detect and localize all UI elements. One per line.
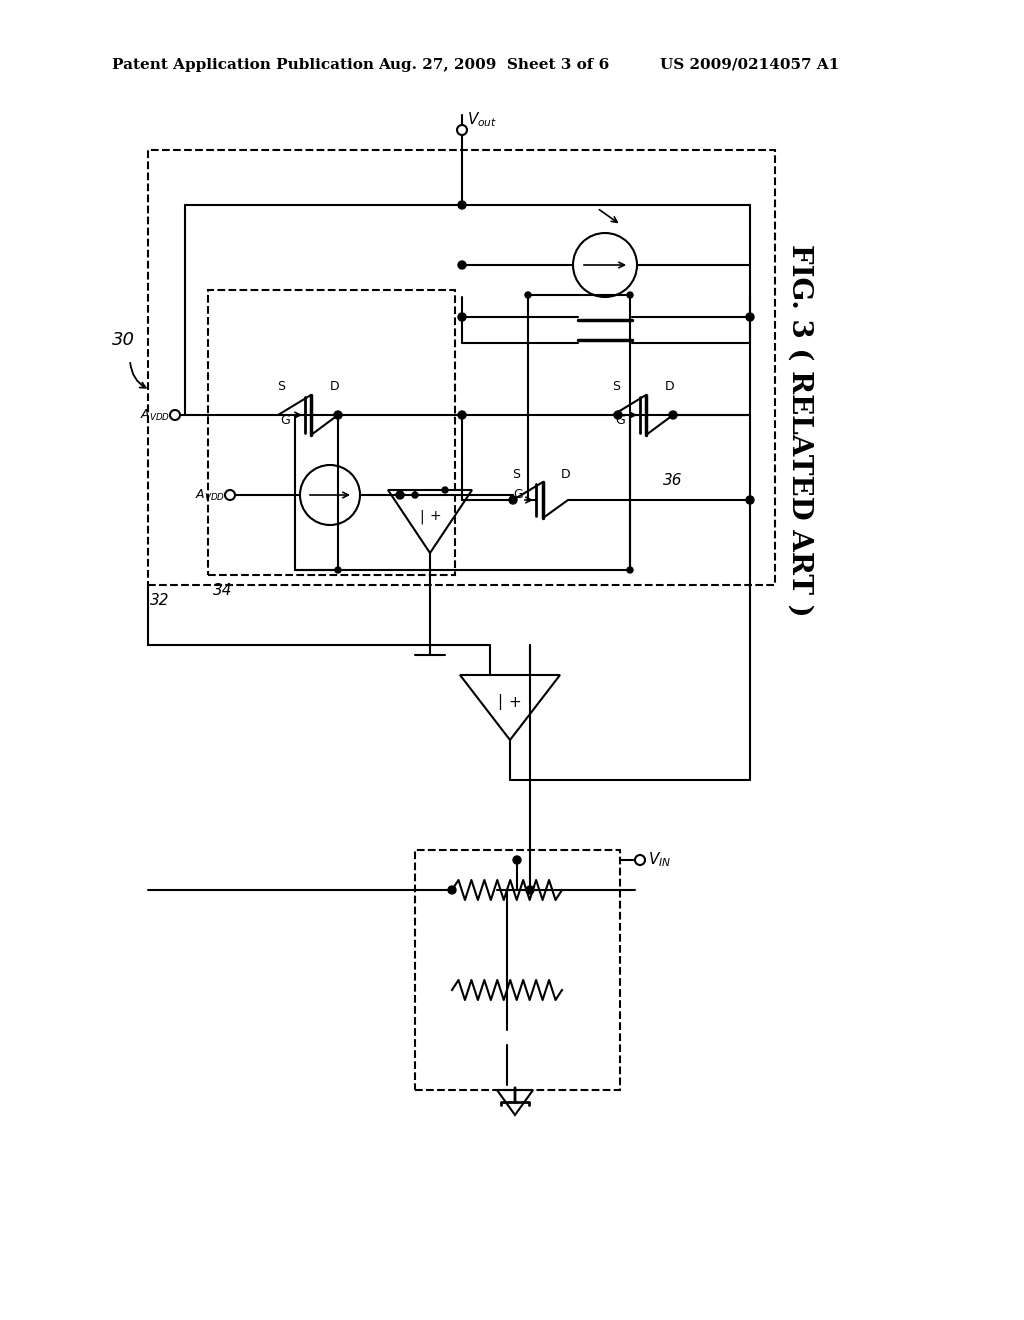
Circle shape	[458, 411, 466, 418]
Text: FIG. 3 ( RELATED ART ): FIG. 3 ( RELATED ART )	[786, 244, 813, 616]
Circle shape	[335, 568, 341, 573]
Circle shape	[525, 292, 531, 298]
Circle shape	[458, 313, 466, 321]
Text: |: |	[498, 694, 503, 710]
Circle shape	[513, 855, 521, 865]
Text: $A_{VDD}$: $A_{VDD}$	[195, 487, 225, 503]
Text: 34: 34	[213, 583, 232, 598]
Circle shape	[412, 492, 418, 498]
Text: |: |	[420, 510, 424, 524]
Text: +: +	[509, 696, 521, 710]
Text: $V_{out}$: $V_{out}$	[467, 110, 498, 129]
Text: Aug. 27, 2009  Sheet 3 of 6: Aug. 27, 2009 Sheet 3 of 6	[378, 58, 609, 73]
Bar	[415, 850, 620, 1090]
Circle shape	[746, 313, 754, 321]
Text: US 2009/0214057 A1: US 2009/0214057 A1	[660, 58, 840, 73]
Circle shape	[449, 886, 456, 894]
Circle shape	[627, 292, 633, 298]
Bar	[148, 150, 775, 585]
Text: G: G	[281, 413, 290, 426]
Text: 32: 32	[150, 593, 170, 609]
Circle shape	[225, 490, 234, 500]
Circle shape	[457, 125, 467, 135]
Text: 36: 36	[663, 473, 683, 488]
Circle shape	[458, 201, 466, 209]
Text: S: S	[512, 469, 520, 482]
Text: +: +	[429, 510, 440, 524]
Circle shape	[509, 496, 517, 504]
Text: S: S	[612, 380, 620, 393]
Circle shape	[458, 261, 466, 269]
Text: D: D	[330, 380, 340, 393]
Circle shape	[635, 855, 645, 865]
Circle shape	[614, 411, 622, 418]
Circle shape	[170, 411, 180, 420]
Text: D: D	[561, 469, 570, 482]
Bar	[208, 290, 455, 576]
Circle shape	[396, 491, 404, 499]
Text: $A_{VDD}$: $A_{VDD}$	[139, 408, 170, 422]
Text: G: G	[615, 413, 625, 426]
Text: 30: 30	[112, 331, 135, 348]
Circle shape	[627, 568, 633, 573]
Circle shape	[746, 496, 754, 504]
Text: D: D	[666, 380, 675, 393]
Text: $V_{IN}$: $V_{IN}$	[648, 850, 672, 870]
Circle shape	[334, 411, 342, 418]
Text: G: G	[513, 488, 523, 502]
Circle shape	[442, 487, 449, 492]
Text: S: S	[278, 380, 285, 393]
Circle shape	[526, 886, 534, 894]
Circle shape	[669, 411, 677, 418]
Text: Patent Application Publication: Patent Application Publication	[112, 58, 374, 73]
